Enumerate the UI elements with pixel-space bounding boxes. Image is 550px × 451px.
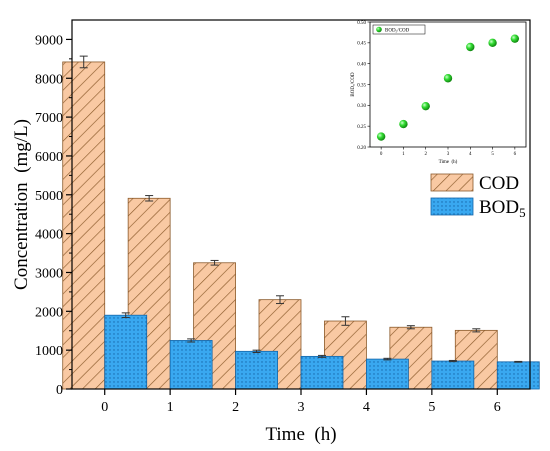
inset-x-tick-label: 3 bbox=[447, 152, 450, 157]
y-tick-label: 8000 bbox=[35, 72, 63, 87]
bod5-error-bar bbox=[448, 359, 457, 363]
bod5-bar bbox=[496, 361, 540, 390]
inset-y-axis-title: BOD₅/COD bbox=[351, 72, 356, 97]
inset-y-tick-label: 0.35 bbox=[357, 83, 366, 88]
inset-x-tick-label: 6 bbox=[514, 152, 517, 157]
inset-y-tick-label: 0.40 bbox=[357, 62, 366, 67]
bod5-bar bbox=[104, 314, 148, 390]
cod-error-bar bbox=[276, 295, 284, 305]
inset-data-point bbox=[488, 38, 497, 48]
inset-data-point bbox=[399, 119, 408, 129]
inset-x-axis-title: Time (h) bbox=[439, 160, 458, 165]
cod-error-bar bbox=[341, 316, 350, 326]
inset-data-point bbox=[421, 101, 430, 111]
bod5-error-bar bbox=[252, 349, 261, 353]
x-tick-label: 1 bbox=[167, 400, 174, 415]
y-tick-label: 1000 bbox=[35, 344, 63, 359]
y-tick-label: 3000 bbox=[35, 266, 63, 281]
bod5-error-bar bbox=[514, 360, 523, 363]
y-tick-label: 4000 bbox=[35, 228, 63, 243]
cod-error-bar bbox=[79, 55, 88, 69]
inset-data-point bbox=[443, 74, 453, 83]
y-axis-title: Concentration (mg/L) bbox=[11, 119, 32, 290]
y-tick-label: 5000 bbox=[35, 189, 63, 204]
y-tick-label: 6000 bbox=[35, 150, 63, 165]
x-tick-label: 6 bbox=[494, 400, 501, 415]
inset-x-tick-label: 1 bbox=[402, 152, 405, 157]
bod5-error-bar bbox=[187, 338, 196, 343]
inset-y-tick-label: 0.45 bbox=[357, 42, 366, 47]
bod5-error-bar bbox=[121, 312, 130, 319]
inset-legend-box bbox=[372, 24, 426, 35]
legend-swatch bbox=[430, 197, 474, 216]
cod-error-bar bbox=[145, 195, 154, 202]
y-axis: 0 1000 2000 3000 4000 5000 6000 7000 8000 9000 bbox=[35, 33, 72, 398]
inset-y-tick-label: 0.50 bbox=[357, 21, 366, 26]
x-tick-label: 3 bbox=[298, 400, 305, 415]
cod-bar bbox=[62, 61, 106, 390]
inset-data-point bbox=[376, 132, 386, 141]
main-bar-chart: 0 1000 2000 3000 4000 5000 6000 7000 8000 9000 0 1… bbox=[11, 19, 540, 445]
inset-x-tick-label: 4 bbox=[469, 152, 472, 157]
bod5-error-bar bbox=[383, 357, 392, 361]
inset-scatter-chart: 0.20 0.25 0.30 0.35 0.40 0.45 0.50 0 1 2 3 4 5 6 Time … bbox=[351, 21, 527, 165]
bod5-error-bar bbox=[318, 354, 326, 358]
x-axis-title: Time (h) bbox=[265, 424, 336, 445]
x-tick-label: 2 bbox=[232, 400, 239, 415]
inset-x-tick-label: 5 bbox=[491, 152, 494, 157]
inset-y-tick-label: 0.25 bbox=[357, 125, 366, 130]
inset-data-point bbox=[466, 42, 475, 52]
y-tick-label: 2000 bbox=[35, 305, 63, 320]
inset-legend-marker bbox=[376, 26, 382, 33]
bod5-bar bbox=[169, 340, 213, 390]
legend-label: BOD5 bbox=[479, 197, 526, 220]
cod-error-bar bbox=[472, 328, 481, 333]
bod5-bar bbox=[431, 360, 475, 390]
legend-swatch bbox=[430, 173, 474, 192]
bod5-bar bbox=[300, 355, 344, 390]
legend-label: COD bbox=[479, 173, 519, 194]
y-tick-label: 7000 bbox=[35, 111, 63, 126]
inset-x-tick-label: 0 bbox=[380, 152, 383, 157]
inset-y-tick-label: 0.20 bbox=[357, 146, 366, 151]
x-tick-label: 0 bbox=[101, 400, 108, 415]
bod5-bar bbox=[366, 358, 409, 390]
x-axis: 0 1 2 3 4 5 6 bbox=[101, 389, 501, 415]
inset-y-tick-label: 0.30 bbox=[357, 104, 366, 109]
y-tick-label: 9000 bbox=[35, 33, 63, 48]
x-tick-label: 5 bbox=[428, 400, 435, 415]
x-tick-label: 4 bbox=[363, 400, 370, 415]
inset-x-tick-label: 2 bbox=[424, 152, 427, 157]
cod-error-bar bbox=[406, 325, 415, 330]
y-tick-label: 0 bbox=[56, 383, 63, 398]
legend: COD BOD5 bbox=[430, 173, 526, 220]
inset-plot-frame bbox=[369, 21, 527, 148]
bod5-bar bbox=[235, 350, 278, 390]
inset-legend-label: BOD₅/COD bbox=[385, 28, 410, 33]
cod-error-bar bbox=[210, 259, 219, 266]
error-bars-layer bbox=[79, 55, 523, 363]
inset-data-point bbox=[510, 34, 520, 43]
